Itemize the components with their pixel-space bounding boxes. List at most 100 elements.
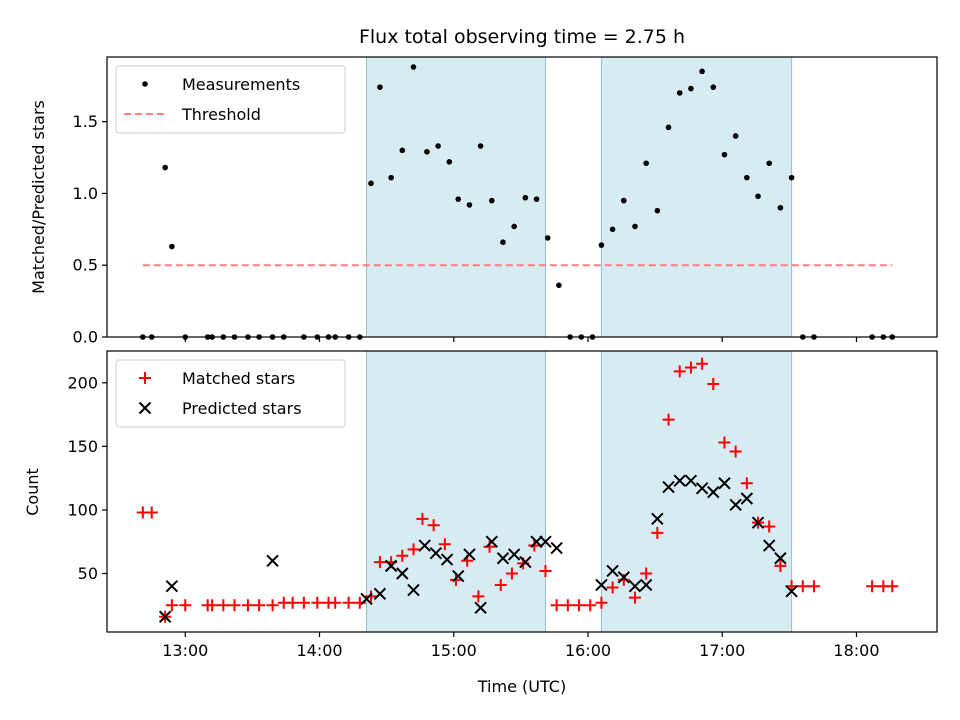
predicted-star-point xyxy=(595,578,608,592)
matched-star-point xyxy=(407,543,420,556)
predicted-star-point xyxy=(452,569,465,583)
predicted-star-point xyxy=(440,553,454,566)
measurement-point xyxy=(665,124,672,131)
legend-box xyxy=(115,65,346,134)
predicted-star-point xyxy=(673,474,686,487)
matched-star-point xyxy=(241,599,254,612)
matched-star-point xyxy=(206,599,219,612)
legend-marker-x xyxy=(138,401,152,415)
matched-star-point xyxy=(286,596,299,609)
measurement-point xyxy=(654,207,661,214)
axes-frame xyxy=(106,350,938,633)
x-tick-label: 14:00 xyxy=(296,641,342,660)
matched-star-point xyxy=(396,549,409,562)
measurement-point xyxy=(424,148,430,155)
y-tick-label: 0.5 xyxy=(73,256,98,275)
legend: Matched stars Predicted stars xyxy=(115,359,346,428)
measurement-point xyxy=(732,133,739,139)
y-tick-label: 1.5 xyxy=(73,112,98,131)
matched-star-point xyxy=(253,599,266,612)
predicted-star-point xyxy=(729,498,742,512)
matched-star-point xyxy=(364,590,377,603)
y-tick-label: 1.0 xyxy=(73,184,98,203)
chart-title: Flux total observing time = 2.75 h xyxy=(359,26,685,48)
matched-star-point xyxy=(707,378,720,391)
legend-box xyxy=(115,359,346,428)
measurement-point xyxy=(500,239,506,246)
legend-entry-label: Measurements xyxy=(182,75,300,94)
x-tick-label: 18:00 xyxy=(833,641,879,660)
counts-panel: 50 100 150 200 13:00 14:00 15:00 16:00 17:00 18:0… xyxy=(67,350,938,660)
predicted-star-point xyxy=(266,554,279,568)
matched-star-point xyxy=(561,599,574,612)
predicted-star-point xyxy=(718,477,731,490)
matched-star-point xyxy=(763,520,776,533)
predicted-star-point xyxy=(418,539,431,552)
measurement-point xyxy=(688,85,694,92)
matched-star-point xyxy=(684,361,697,374)
legend-marker-dot xyxy=(142,81,148,87)
matched-star-point xyxy=(145,506,158,519)
measurement-point xyxy=(368,180,374,187)
predicted-star-point xyxy=(785,585,798,598)
predicted-star-point xyxy=(485,535,499,548)
predicted-star-point xyxy=(519,555,532,569)
predicted-star-point xyxy=(396,567,409,580)
shaded-interval xyxy=(600,56,793,338)
axes-frame xyxy=(106,56,938,338)
legend-entry-label: Predicted stars xyxy=(182,399,302,418)
predicted-star-point xyxy=(530,535,543,548)
measurement-point xyxy=(388,174,394,181)
matched-star-point xyxy=(342,596,355,609)
measurement-point xyxy=(477,143,484,149)
shaded-interval xyxy=(366,56,546,338)
matched-star-point xyxy=(472,590,485,603)
matched-star-point xyxy=(573,599,586,612)
matched-star-point xyxy=(528,539,541,552)
matched-star-point xyxy=(673,365,686,378)
predicted-star-point xyxy=(639,578,653,592)
matched-star-point xyxy=(796,580,809,593)
predicted-star-point xyxy=(429,546,443,560)
measurement-point xyxy=(632,223,638,230)
measurement-point xyxy=(522,194,529,201)
ratio-panel: 0.0 0.5 1.0 1.5 Measurements Threshold xyxy=(73,56,938,347)
measurement-point xyxy=(544,235,551,241)
measurement-point xyxy=(410,64,417,70)
matched-star-point xyxy=(165,599,178,612)
matched-star-point xyxy=(640,567,653,580)
y-tick-label: 150 xyxy=(67,437,98,456)
predicted-star-point xyxy=(707,485,720,499)
measurement-point xyxy=(466,202,473,208)
matched-star-point xyxy=(539,564,552,577)
matched-star-point xyxy=(427,519,440,532)
predicted-star-point xyxy=(474,601,487,615)
shaded-interval xyxy=(366,350,546,633)
predicted-star-point xyxy=(617,571,630,584)
predicted-star-point xyxy=(373,587,387,601)
matched-star-point xyxy=(494,578,507,591)
x-tick-label: 15:00 xyxy=(431,641,477,660)
predicted-star-point xyxy=(662,480,675,494)
predicted-star-point xyxy=(751,516,765,529)
x-axis-label: Time (UTC) xyxy=(477,677,566,696)
predicted-star-point xyxy=(158,610,172,623)
predicted-star-point xyxy=(507,548,521,561)
matched-star-point xyxy=(179,599,192,612)
measurement-point xyxy=(556,282,562,289)
matched-star-point xyxy=(373,556,386,569)
measurement-point xyxy=(766,160,773,167)
x-tick-label: 16:00 xyxy=(565,641,611,660)
matched-star-point xyxy=(866,580,879,593)
matched-star-point xyxy=(774,559,787,572)
matched-star-point xyxy=(297,596,310,609)
legend-marker-plus xyxy=(139,372,151,384)
measurement-point xyxy=(721,151,728,158)
measurement-point xyxy=(676,90,683,96)
legend: Measurements Threshold xyxy=(115,65,346,134)
predicted-star-point xyxy=(496,552,510,565)
predicted-star-point xyxy=(360,592,373,606)
predicted-star-point xyxy=(550,541,563,555)
matched-star-point xyxy=(329,596,342,609)
